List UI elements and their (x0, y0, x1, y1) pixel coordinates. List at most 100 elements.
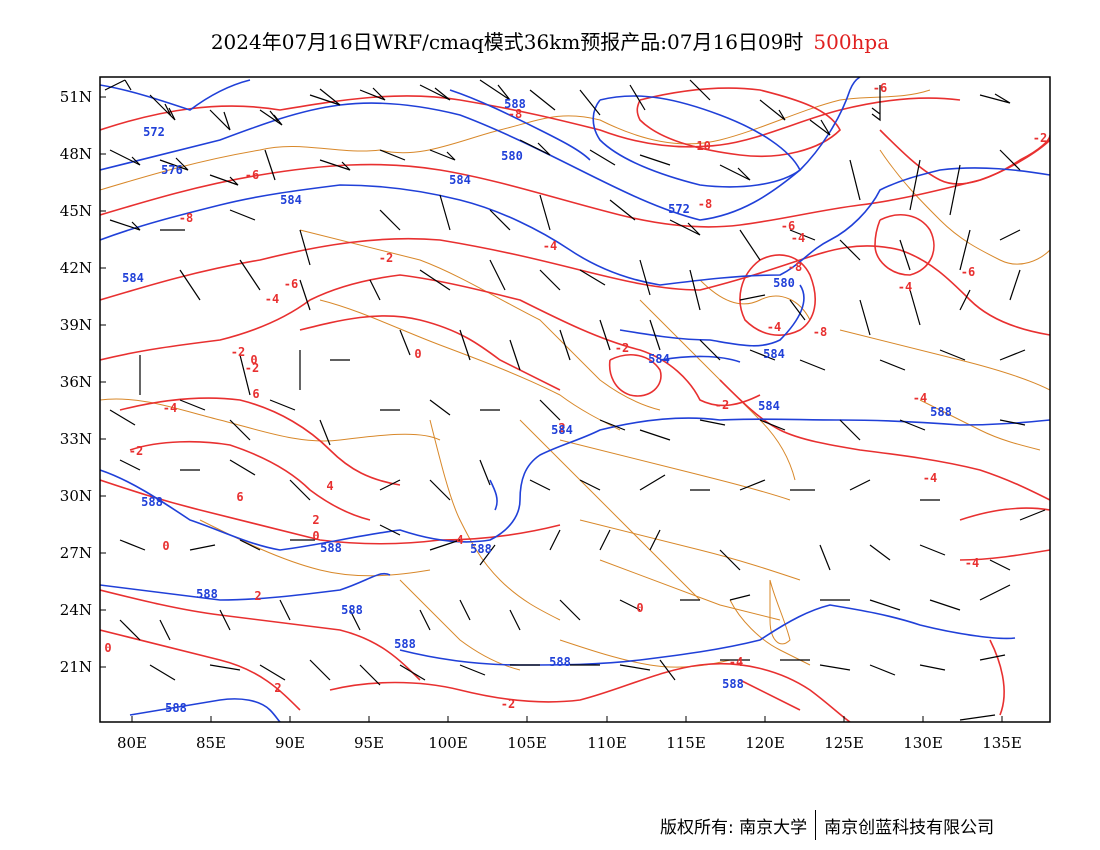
temperature-label: 4 (456, 533, 463, 547)
height-label: 588 (549, 655, 571, 669)
height-contours (100, 77, 1050, 722)
lat-tick-label: 48N (60, 145, 92, 163)
temperature-label: -4 (767, 320, 781, 334)
copyright-left: 版权所有: 南京大学 (660, 817, 808, 838)
lat-tick-label: 36N (60, 373, 92, 391)
lon-tick-label: 105E (507, 734, 547, 752)
temperature-label: 2 (254, 589, 261, 603)
temperature-label: -8 (698, 197, 712, 211)
temperature-label: -6 (873, 81, 887, 95)
lon-tick-label: 95E (354, 734, 384, 752)
temperature-labels: -6-8-10-8-6-8-6-4-4-6-4-2-8-4-6-40 -2-20-… (104, 81, 1047, 711)
height-label: 588 (341, 603, 363, 617)
lon-tick-label: 135E (982, 734, 1022, 752)
lat-tick-label: 30N (60, 487, 92, 505)
temperature-label: 4 (326, 479, 333, 493)
lat-tick-label: 21N (60, 658, 92, 676)
lat-tick-label: 45N (60, 202, 92, 220)
temperature-label: -2 (615, 341, 629, 355)
temperature-contours (100, 87, 1050, 722)
height-label: 572 (143, 125, 165, 139)
lat-tick-label: 39N (60, 316, 92, 334)
temperature-label: 2 (558, 421, 565, 435)
height-label: 584 (763, 347, 785, 361)
temperature-label: 0 (250, 353, 257, 367)
title-text: 2024年07月16日WRF/cmaq模式36km预报产品:07月16日09时 (210, 30, 804, 54)
height-label: 588 (165, 701, 187, 715)
temperature-label: -2 (245, 361, 259, 375)
height-label: 588 (504, 97, 526, 111)
temperature-label: 6 (252, 387, 259, 401)
temperature-label: -6 (245, 168, 259, 182)
lon-tick-label: 130E (903, 734, 943, 752)
temperature-label: 6 (236, 490, 243, 504)
temperature-label: -2 (501, 697, 515, 711)
lat-tick-label: 51N (60, 88, 92, 106)
height-label: 588 (470, 542, 492, 556)
height-label: 584 (280, 193, 302, 207)
temperature-label: -10 (689, 139, 711, 153)
temperature-label: -4 (923, 471, 937, 485)
height-label: 580 (501, 149, 523, 163)
height-label: 588 (394, 637, 416, 651)
lon-tick-label: 110E (587, 734, 627, 752)
height-label: 588 (141, 495, 163, 509)
lon-tick-label: 100E (428, 734, 468, 752)
lon-tick-label: 80E (117, 734, 147, 752)
temperature-label: -8 (813, 325, 827, 339)
wind-barbs (104, 79, 1046, 721)
temperature-label: -2 (231, 345, 245, 359)
temperature-label: -6 (781, 219, 795, 233)
height-label: 572 (668, 202, 690, 216)
temperature-label: -2 (379, 251, 393, 265)
height-label: 580 (773, 276, 795, 290)
height-label: 584 (551, 423, 573, 437)
lat-tick-label: 24N (60, 601, 92, 619)
lat-tick-label: 27N (60, 544, 92, 562)
temperature-label: -6 (961, 265, 975, 279)
copyright-right: 南京创蓝科技有限公司 (824, 817, 995, 838)
height-labels: 572 576 580 584 584 584 584 572 580 584 584 588 588 5… (122, 97, 952, 715)
temperature-label: -4 (265, 292, 279, 306)
height-label: 588 (320, 541, 342, 555)
temperature-label: 0 (636, 601, 643, 615)
temperature-label: 2 (274, 681, 281, 695)
lon-tick-label: 125E (824, 734, 864, 752)
temperature-label: -4 (913, 391, 927, 405)
temperature-label: 0 (414, 347, 421, 361)
temperature-label: -4 (898, 280, 912, 294)
temperature-label: -2 (129, 444, 143, 458)
height-label: 584 (758, 399, 780, 413)
temperature-label: -4 (729, 655, 743, 669)
latitude-axis: 51N 48N 45N 42N 39N 36N 33N 30N 27N 24N 21N (60, 88, 106, 676)
temperature-label: -8 (788, 260, 802, 274)
lon-tick-label: 85E (196, 734, 226, 752)
lat-tick-label: 42N (60, 259, 92, 277)
temperature-label: -4 (965, 556, 979, 570)
footer-divider (815, 810, 817, 840)
longitude-axis: 80E 85E 90E 95E 100E 105E 110E 115E 120E 125E 130E… (117, 716, 1022, 752)
temperature-label: 0 (312, 529, 319, 543)
height-label: 588 (196, 587, 218, 601)
height-label: 584 (648, 352, 670, 366)
temperature-label: -2 (715, 398, 729, 412)
lat-tick-label: 33N (60, 430, 92, 448)
plot-frame (99, 76, 1051, 723)
temperature-label: -6 (284, 277, 298, 291)
map-title: 2024年07月16日WRF/cmaq模式36km预报产品:07月16日09时 5… (0, 26, 1100, 55)
boundary-lines (100, 89, 1050, 671)
temperature-label: -8 (508, 107, 522, 121)
height-label: 576 (161, 163, 183, 177)
temperature-label: 2 (312, 513, 319, 527)
temperature-label: -2 (1033, 131, 1047, 145)
temperature-label: -8 (179, 211, 193, 225)
temperature-label: 0 (104, 641, 111, 655)
temperature-label: 0 (162, 539, 169, 553)
lon-tick-label: 90E (275, 734, 305, 752)
temperature-label: -4 (163, 401, 177, 415)
height-label: 588 (930, 405, 952, 419)
height-label: 584 (122, 271, 144, 285)
pressure-level: 500hpa (813, 30, 890, 54)
height-label: 584 (449, 173, 471, 187)
